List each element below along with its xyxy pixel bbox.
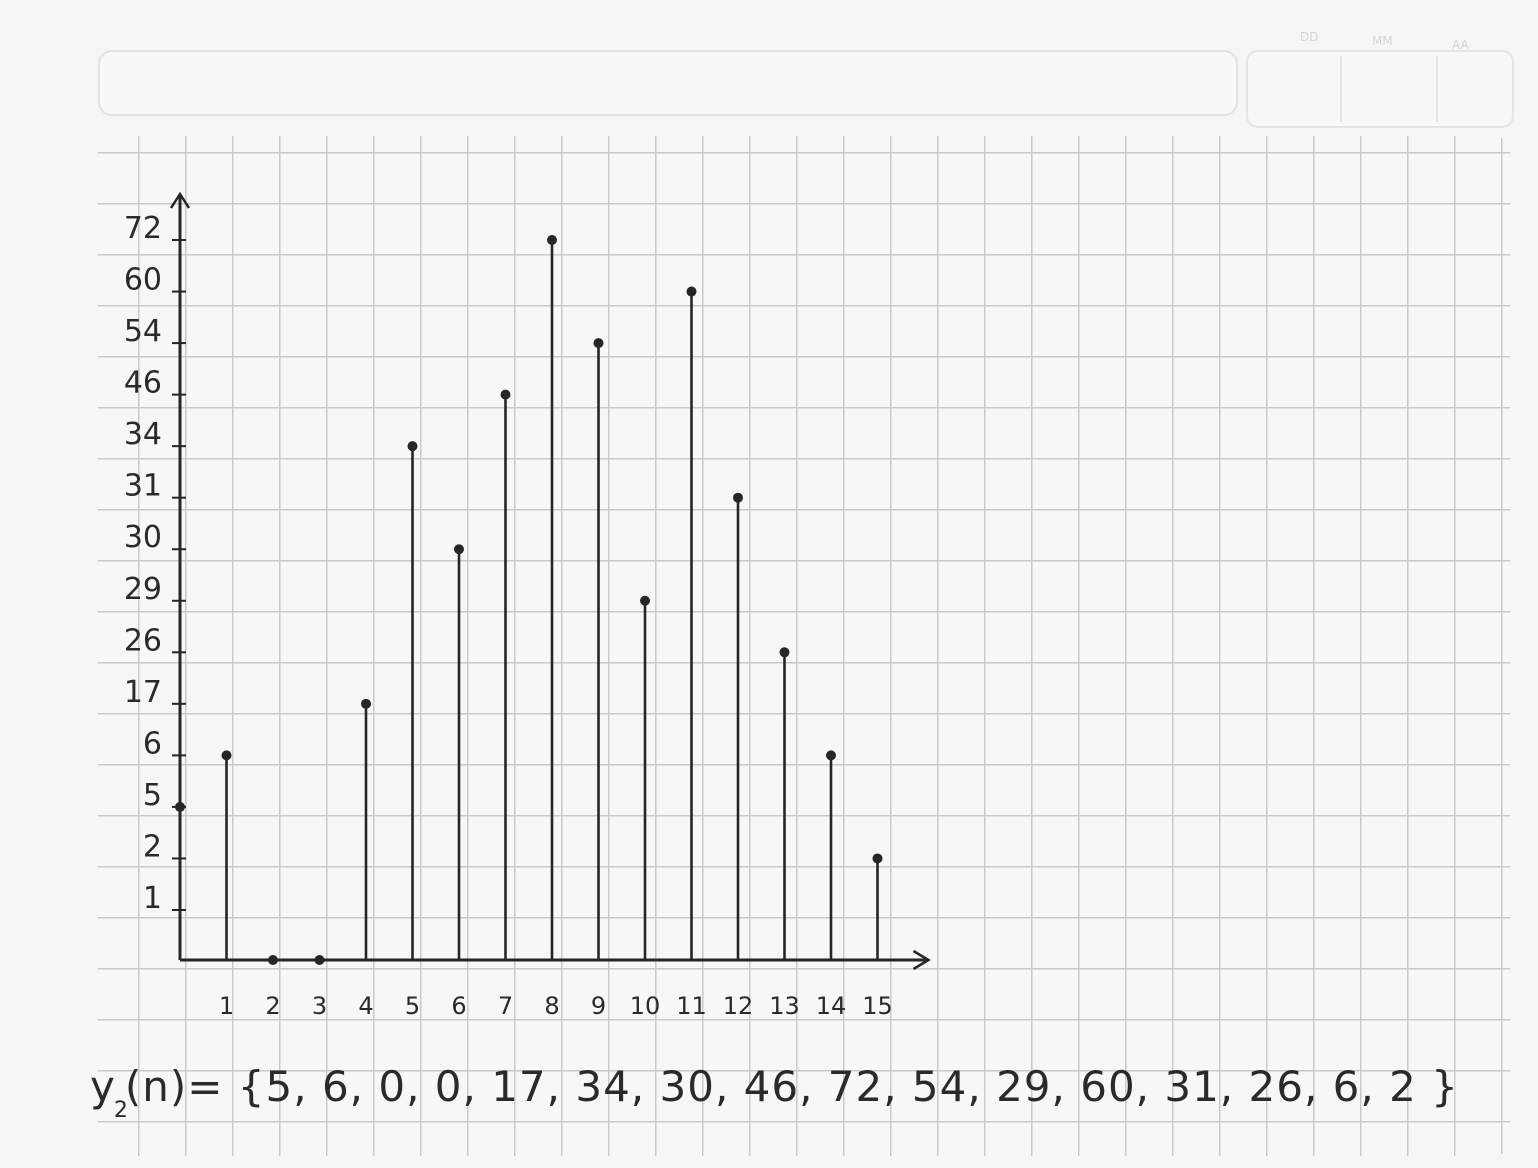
x-tick-label: 10 bbox=[630, 992, 661, 1020]
stem-marker bbox=[872, 853, 883, 864]
x-tick-label: 13 bbox=[769, 992, 800, 1020]
stem-marker bbox=[779, 647, 790, 658]
x-tick-label: 11 bbox=[676, 992, 707, 1020]
formula-values: 5, 6, 0, 0, 17, 34, 30, 46, 72, 54, 29, … bbox=[265, 1062, 1417, 1111]
y-tick-label: 26 bbox=[124, 623, 162, 658]
y-tick-label: 1 bbox=[143, 881, 162, 916]
stem-marker bbox=[268, 955, 278, 965]
formula-lhs: (n)= { bbox=[124, 1062, 266, 1111]
x-tick-label: 14 bbox=[816, 992, 847, 1020]
formula-subscript: 2 bbox=[113, 1098, 129, 1123]
formula-y: y bbox=[90, 1062, 116, 1111]
x-tick-label: 12 bbox=[723, 992, 754, 1020]
title-box bbox=[98, 50, 1238, 116]
stem-marker bbox=[733, 492, 743, 503]
stem-marker bbox=[314, 955, 325, 965]
y-tick-label: 30 bbox=[124, 520, 162, 555]
y-tick-label: 34 bbox=[124, 417, 162, 452]
stem-marker bbox=[361, 698, 371, 709]
x-tick-label: 6 bbox=[451, 992, 466, 1020]
x-axis-arrowhead bbox=[912, 949, 931, 971]
y-tick-label: 6 bbox=[143, 726, 162, 761]
stem-marker bbox=[686, 286, 697, 297]
date-label-day: DD bbox=[1300, 30, 1319, 44]
x-tick-label: 15 bbox=[862, 992, 893, 1020]
formula-close: } bbox=[1416, 1062, 1459, 1111]
date-label-month: MM bbox=[1372, 34, 1393, 48]
y-tick-label: 72 bbox=[124, 211, 162, 246]
y-tick-label: 54 bbox=[124, 314, 162, 349]
date-separator bbox=[1340, 56, 1342, 122]
date-box bbox=[1246, 50, 1514, 128]
y-tick-label: 5 bbox=[143, 778, 162, 813]
x-tick-label: 1 bbox=[219, 992, 234, 1020]
date-separator bbox=[1436, 56, 1438, 122]
sequence-formula: y2(n)= {5, 6, 0, 0, 17, 34, 30, 46, 72, … bbox=[90, 1062, 1459, 1142]
x-tick-label: 8 bbox=[544, 992, 559, 1020]
stem-marker bbox=[221, 750, 232, 761]
y-tick-label: 29 bbox=[124, 572, 162, 607]
x-tick-label: 2 bbox=[265, 992, 280, 1020]
stem-marker bbox=[500, 389, 511, 400]
stem-marker bbox=[407, 441, 418, 452]
x-tick-label: 4 bbox=[358, 992, 373, 1020]
stem-marker bbox=[640, 595, 650, 606]
stem-marker bbox=[547, 235, 557, 245]
y-tick-label: 2 bbox=[143, 829, 162, 864]
x-tick-label: 5 bbox=[405, 992, 420, 1020]
date-label-year: AA bbox=[1452, 38, 1469, 52]
graph-paper-grid bbox=[98, 136, 1510, 1156]
stem-marker bbox=[454, 544, 464, 555]
y-tick-label: 31 bbox=[124, 469, 162, 504]
x-tick-label: 3 bbox=[312, 992, 327, 1020]
y-tick-label: 46 bbox=[124, 366, 162, 401]
x-tick-label: 9 bbox=[591, 992, 606, 1020]
x-tick-label: 7 bbox=[498, 992, 513, 1020]
y-axis-arrowhead bbox=[169, 191, 191, 209]
stem-marker bbox=[175, 801, 185, 812]
y-tick-label: 60 bbox=[124, 263, 162, 298]
y-tick-label: 17 bbox=[124, 675, 162, 710]
stem-marker bbox=[826, 750, 836, 761]
stem-marker bbox=[593, 338, 604, 349]
